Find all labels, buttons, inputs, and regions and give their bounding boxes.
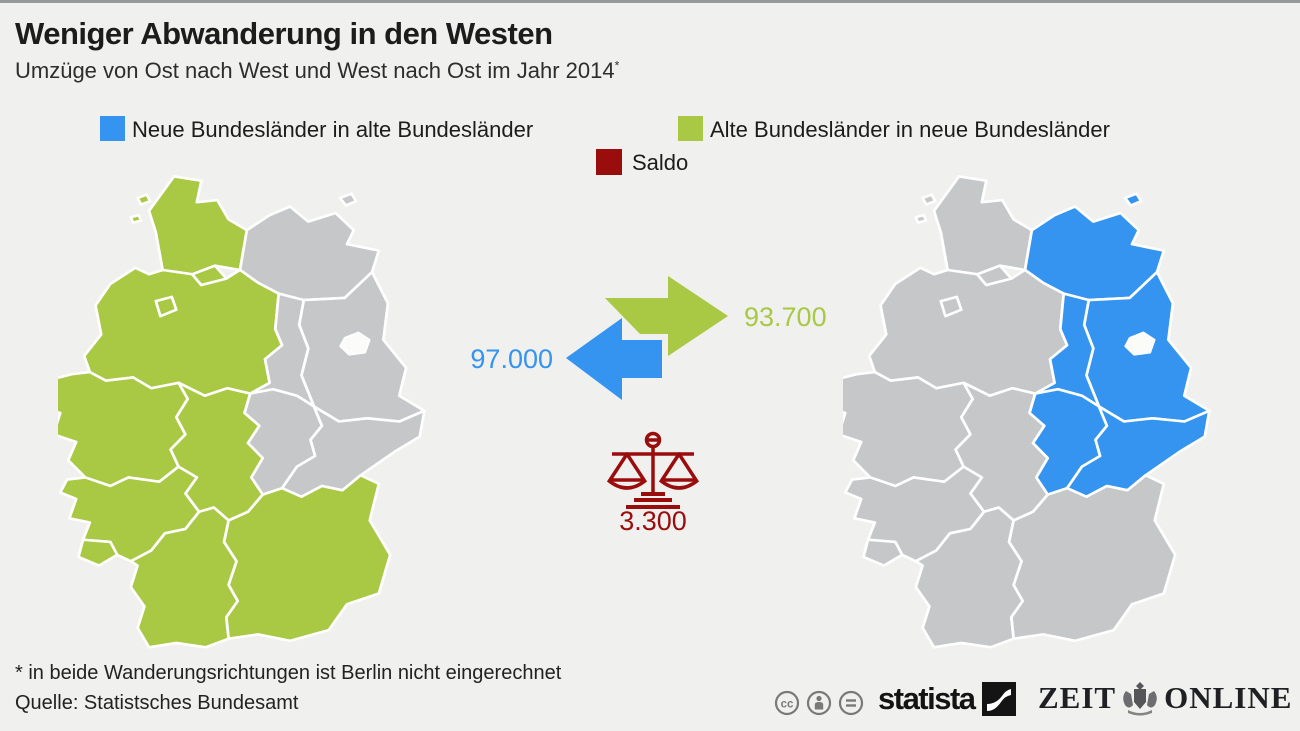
statista-wordmark: statista [878, 681, 976, 716]
zeit-online-logo: ZEIT ONLINE [1038, 680, 1292, 716]
top-border [0, 0, 1300, 3]
legend-label-east-to-west: Neue Bundesländer in alte Bundesländer [132, 117, 534, 142]
license-icons: cc [774, 690, 864, 716]
legend-swatch-saldo [596, 149, 622, 175]
subtitle-text: Umzüge von Ost nach West und West nach O… [15, 58, 615, 83]
footnote-marker: * [614, 58, 620, 73]
flow-arrows [566, 276, 728, 400]
statista-logo-icon [981, 682, 1016, 716]
zeit-crest-icon [1123, 682, 1157, 716]
footnote-text: * in beide Wanderungsrichtungen ist Berl… [15, 662, 562, 684]
page-title: Weniger Abwanderung in den Westen [15, 16, 553, 51]
online-wordmark: ONLINE [1164, 680, 1293, 715]
source-text: Quelle: Statistsches Bundesamt [15, 692, 299, 714]
flow-value-east-to-west: 97.000 [470, 344, 553, 374]
map-west-highlighted [58, 170, 463, 658]
zeit-wordmark: ZEIT [1038, 680, 1117, 715]
legend-label-west-to-east: Alte Bundesländer in neue Bundesländer [710, 117, 1110, 142]
arrow-left-icon [566, 318, 662, 400]
cc-icon: cc [774, 690, 800, 716]
page-subtitle: Umzüge von Ost nach West und West nach O… [15, 58, 619, 84]
statista-logo: statista [878, 681, 1016, 717]
svg-text:cc: cc [781, 699, 794, 711]
cc-by-icon [806, 690, 832, 716]
arrow-right-icon [605, 276, 728, 356]
map-east-highlighted [843, 170, 1248, 658]
cc-nd-icon [838, 690, 864, 716]
legend-label-saldo: Saldo [632, 150, 689, 175]
legend-swatch-west-to-east [678, 116, 703, 141]
balance-scale-icon [606, 431, 700, 509]
legend-swatch-east-to-west [100, 116, 125, 141]
flow-value-west-to-east: 93.700 [744, 302, 827, 332]
flow-value-saldo: 3.300 [619, 506, 687, 536]
